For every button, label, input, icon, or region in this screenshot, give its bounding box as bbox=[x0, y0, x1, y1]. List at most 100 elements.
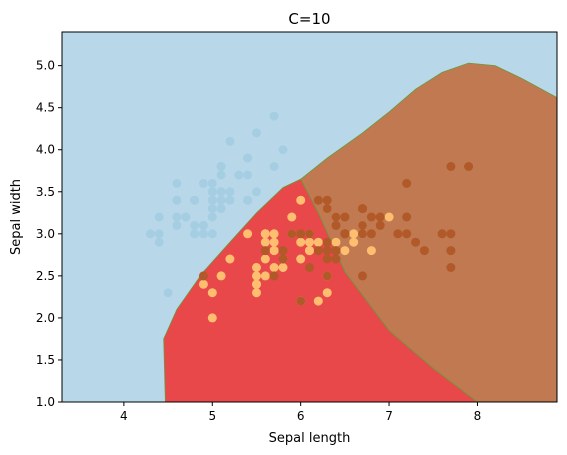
point-class-0 bbox=[225, 187, 235, 197]
y-tick-label: 2.0 bbox=[36, 311, 55, 325]
point-class-1 bbox=[252, 288, 261, 298]
point-class-1 bbox=[366, 246, 376, 256]
point-class-1 bbox=[384, 212, 394, 222]
point-class-1 bbox=[243, 229, 253, 239]
point-class-2 bbox=[340, 212, 350, 222]
point-class-1 bbox=[269, 229, 279, 239]
point-class-1 bbox=[313, 237, 323, 247]
point-class-1 bbox=[331, 237, 341, 247]
point-class-2 bbox=[358, 229, 367, 239]
point-class-0 bbox=[207, 229, 217, 239]
point-class-2 bbox=[296, 296, 306, 306]
point-class-1 bbox=[269, 263, 279, 272]
point-class-2 bbox=[358, 204, 367, 214]
point-class-0 bbox=[145, 229, 155, 239]
point-class-1 bbox=[296, 254, 306, 264]
y-tick-label: 2.5 bbox=[36, 269, 55, 283]
point-class-0 bbox=[225, 136, 235, 146]
point-class-1 bbox=[207, 313, 217, 323]
point-class-0 bbox=[216, 195, 226, 205]
point-class-2 bbox=[322, 204, 332, 214]
point-class-0 bbox=[225, 195, 235, 205]
point-class-0 bbox=[190, 220, 200, 230]
point-class-0 bbox=[207, 178, 217, 188]
point-class-0 bbox=[198, 220, 208, 230]
point-class-2 bbox=[375, 212, 385, 222]
point-class-2 bbox=[366, 212, 376, 222]
point-class-1 bbox=[260, 229, 270, 239]
point-class-1 bbox=[260, 254, 270, 264]
decision-regions bbox=[163, 62, 557, 402]
point-class-2 bbox=[446, 162, 456, 171]
y-axis-ticks: 1.0 1.5 2.0 2.5 3.0 3.5 4.0 4.5 5.0 bbox=[36, 59, 62, 409]
point-class-0 bbox=[216, 162, 226, 171]
point-class-2 bbox=[402, 212, 412, 222]
point-class-1 bbox=[260, 237, 270, 247]
point-class-1 bbox=[296, 195, 306, 205]
point-class-0 bbox=[243, 170, 253, 180]
point-class-1 bbox=[296, 237, 306, 247]
x-tick-label: 6 bbox=[297, 409, 305, 423]
point-class-0 bbox=[207, 204, 217, 214]
point-class-2 bbox=[358, 271, 367, 281]
point-class-0 bbox=[190, 195, 200, 205]
point-class-1 bbox=[305, 246, 314, 256]
point-class-2 bbox=[402, 178, 412, 188]
point-class-2 bbox=[322, 195, 332, 205]
point-class-2 bbox=[322, 237, 332, 247]
scatter-points bbox=[145, 111, 474, 323]
point-class-0 bbox=[243, 195, 253, 205]
point-class-1 bbox=[260, 271, 270, 281]
point-class-1 bbox=[269, 237, 279, 247]
point-class-0 bbox=[243, 153, 253, 163]
point-class-1 bbox=[349, 237, 359, 247]
point-class-1 bbox=[252, 271, 261, 281]
point-class-2 bbox=[375, 220, 385, 230]
point-class-0 bbox=[207, 212, 217, 222]
point-class-2 bbox=[331, 220, 341, 230]
point-class-1 bbox=[252, 279, 261, 289]
point-class-2 bbox=[446, 229, 456, 239]
point-class-0 bbox=[269, 162, 279, 171]
y-tick-label: 3.5 bbox=[36, 185, 55, 199]
point-class-2 bbox=[446, 246, 456, 256]
point-class-0 bbox=[207, 187, 217, 197]
point-class-0 bbox=[172, 195, 182, 205]
point-class-0 bbox=[198, 178, 208, 188]
point-class-2 bbox=[402, 229, 412, 239]
point-class-2 bbox=[419, 246, 429, 256]
point-class-0 bbox=[216, 187, 226, 197]
point-class-2 bbox=[278, 246, 288, 256]
point-class-2 bbox=[331, 254, 341, 264]
point-class-2 bbox=[287, 229, 297, 239]
point-class-1 bbox=[269, 246, 279, 256]
y-tick-label: 1.5 bbox=[36, 353, 55, 367]
point-class-2 bbox=[340, 229, 350, 239]
point-class-2 bbox=[269, 271, 279, 281]
point-class-2 bbox=[437, 229, 447, 239]
point-class-1 bbox=[225, 254, 235, 264]
point-class-2 bbox=[322, 271, 332, 281]
point-class-0 bbox=[181, 212, 191, 222]
point-class-0 bbox=[252, 128, 261, 138]
point-class-0 bbox=[269, 111, 279, 121]
decision-region-class-2 bbox=[300, 62, 557, 402]
point-class-0 bbox=[190, 229, 200, 239]
point-class-2 bbox=[296, 229, 306, 239]
point-class-0 bbox=[216, 204, 226, 214]
point-class-2 bbox=[313, 246, 323, 256]
point-class-0 bbox=[207, 195, 217, 205]
point-class-2 bbox=[305, 229, 314, 239]
chart-title: C=10 bbox=[288, 10, 330, 28]
point-class-2 bbox=[464, 162, 474, 171]
y-tick-label: 4.5 bbox=[36, 101, 55, 115]
point-class-0 bbox=[234, 170, 244, 180]
x-axis-ticks: 4 5 6 7 8 bbox=[120, 402, 481, 423]
point-class-1 bbox=[216, 271, 226, 281]
point-class-2 bbox=[322, 254, 332, 264]
x-tick-label: 8 bbox=[474, 409, 482, 423]
point-class-2 bbox=[358, 220, 367, 230]
point-class-0 bbox=[252, 187, 261, 197]
x-tick-label: 5 bbox=[208, 409, 216, 423]
point-class-1 bbox=[278, 263, 288, 272]
